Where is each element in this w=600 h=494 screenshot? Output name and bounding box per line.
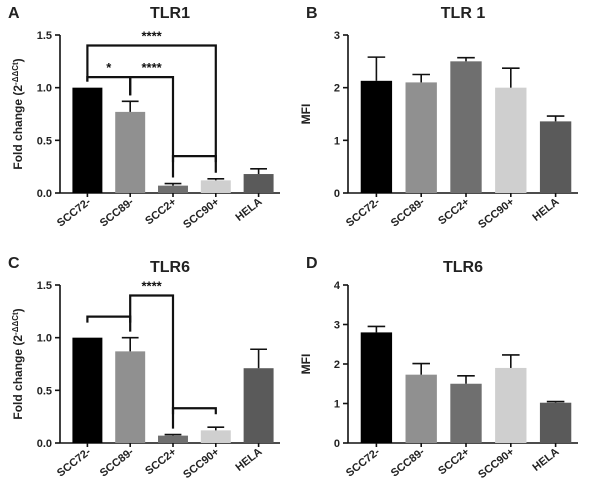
bar-hela bbox=[243, 174, 274, 193]
y-tick-label: 1.5 bbox=[37, 280, 52, 292]
y-tick-label: 1 bbox=[334, 399, 340, 411]
y-tick-label: 0 bbox=[334, 438, 340, 450]
y-tick-label: 0.5 bbox=[37, 135, 52, 147]
y-tick-label: 1.5 bbox=[37, 30, 52, 42]
y-tick-label: 4 bbox=[334, 280, 341, 292]
x-tick-label: SCC72- bbox=[55, 446, 93, 480]
panel-letter: B bbox=[306, 5, 318, 22]
bar-scc89 bbox=[115, 111, 146, 193]
x-tick-label: SCC72- bbox=[344, 446, 382, 480]
chart-title: TLR6 bbox=[443, 259, 483, 276]
x-tick-label: HELA bbox=[233, 446, 264, 474]
y-tick-label: 1 bbox=[334, 135, 340, 147]
chart-title: TLR6 bbox=[150, 259, 190, 276]
significance-bracket bbox=[129, 76, 175, 178]
y-axis-label: MFI bbox=[299, 104, 313, 125]
bar-scc2 bbox=[158, 185, 188, 193]
bar-scc90 bbox=[200, 180, 231, 193]
chart-panel-a: A TLR1 Fold change (2-ΔΔCt) 0.0 0.5 1.0 1.5 SCC… bbox=[8, 5, 280, 231]
x-tick-label: HELA bbox=[233, 196, 264, 224]
bar-hela bbox=[539, 121, 572, 193]
x-tick-label: HELA bbox=[530, 196, 561, 224]
bar-scc72 bbox=[72, 337, 103, 443]
significance-bracket bbox=[86, 315, 132, 323]
bar-scc2 bbox=[450, 383, 482, 443]
y-axis-label: Fold change (2-ΔΔCt) bbox=[11, 58, 25, 169]
y-tick-label: 0.5 bbox=[37, 385, 52, 397]
y-tick-label: 0.0 bbox=[37, 438, 52, 450]
y-tick-label: 3 bbox=[334, 30, 340, 42]
bar-scc90 bbox=[200, 430, 231, 443]
bar-scc90 bbox=[495, 367, 527, 443]
panel-letter: D bbox=[306, 255, 318, 272]
significance-bracket bbox=[171, 155, 217, 163]
chart-title: TLR 1 bbox=[441, 5, 486, 22]
bar-scc2 bbox=[158, 435, 188, 443]
significance-bracket bbox=[86, 44, 217, 173]
panel-letter: A bbox=[8, 5, 20, 22]
y-tick-label: 1.0 bbox=[37, 333, 52, 345]
y-tick-label: 1.0 bbox=[37, 83, 52, 95]
x-tick-label: SCC89- bbox=[98, 196, 136, 230]
bar-scc90 bbox=[495, 87, 527, 193]
bar-scc89 bbox=[405, 374, 437, 443]
x-tick-label: SCC2+ bbox=[143, 196, 179, 227]
significance-label: **** bbox=[141, 60, 162, 75]
y-tick-label: 2 bbox=[334, 83, 340, 95]
chart-panel-c: C TLR6 Fold change (2-ΔΔCt) 0.0 0.5 1.0 1.5 SCC… bbox=[8, 255, 280, 481]
significance-label: **** bbox=[141, 29, 162, 44]
x-tick-label: SCC89- bbox=[389, 446, 427, 480]
y-tick-label: 3 bbox=[334, 320, 340, 332]
bar-hela bbox=[243, 368, 274, 443]
bar-scc72 bbox=[360, 80, 393, 193]
y-tick-label: 2 bbox=[334, 359, 340, 371]
x-tick-label: SCC89- bbox=[389, 196, 427, 230]
x-tick-label: SCC89- bbox=[98, 446, 136, 480]
x-tick-label: SCC72- bbox=[55, 196, 93, 230]
x-tick-label: SCC90+ bbox=[476, 196, 516, 231]
bar-scc72 bbox=[72, 87, 103, 193]
significance-bracket bbox=[171, 407, 217, 415]
x-tick-label: SCC2+ bbox=[143, 446, 179, 477]
y-tick-label: 0.0 bbox=[37, 188, 52, 200]
bar-scc89 bbox=[115, 351, 146, 443]
bar-hela bbox=[539, 402, 572, 443]
chart-panel-d: D TLR6 MFI 0 1 2 3 4 SCC72- SCC89- SCC2+ SCC90+ HELA bbox=[299, 255, 578, 481]
significance-label: **** bbox=[141, 279, 162, 294]
chart-panel-b: B TLR 1 MFI 0 1 2 3 SCC72- SCC89- SCC2+ SCC90+ HELA bbox=[299, 5, 578, 231]
bar-scc89 bbox=[405, 82, 437, 193]
y-axis-label: Fold change (2-ΔΔCt) bbox=[11, 308, 25, 419]
significance-label: * bbox=[106, 60, 112, 75]
y-axis-label: MFI bbox=[299, 354, 313, 375]
x-tick-label: SCC90+ bbox=[181, 446, 221, 481]
x-tick-label: SCC90+ bbox=[181, 196, 221, 231]
chart-title: TLR1 bbox=[150, 5, 190, 22]
bar-scc72 bbox=[360, 332, 393, 443]
x-tick-label: HELA bbox=[530, 446, 561, 474]
bar-scc2 bbox=[450, 61, 482, 194]
panel-letter: C bbox=[8, 255, 20, 272]
x-tick-label: SCC2+ bbox=[436, 446, 472, 477]
x-tick-label: SCC90+ bbox=[476, 446, 516, 481]
significance-bracket bbox=[129, 294, 175, 429]
x-tick-label: SCC2+ bbox=[436, 196, 472, 227]
x-tick-label: SCC72- bbox=[344, 196, 382, 230]
y-tick-label: 0 bbox=[334, 188, 340, 200]
